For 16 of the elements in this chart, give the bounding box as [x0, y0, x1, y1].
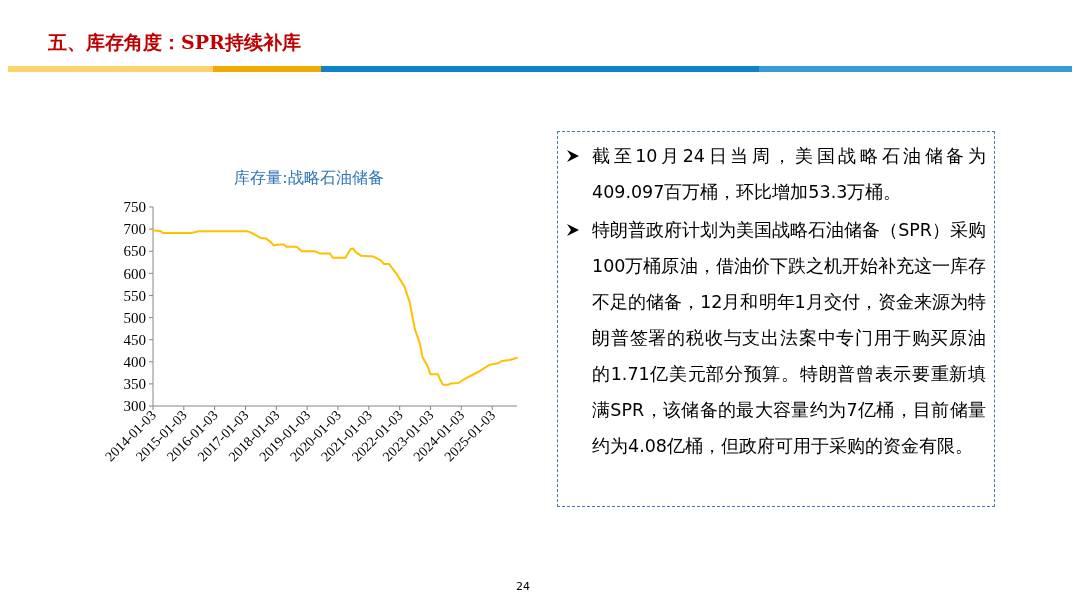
- y-tick-label: 400: [123, 354, 146, 371]
- y-tick-label: 450: [123, 331, 146, 348]
- y-tick-label: 500: [123, 309, 146, 326]
- y-tick-label: 650: [123, 243, 146, 260]
- chart-title: 库存量:战略石油储备: [234, 168, 384, 187]
- y-tick-label: 300: [123, 398, 146, 415]
- y-tick-label: 350: [123, 376, 146, 393]
- y-tick-label: 600: [123, 265, 146, 282]
- text: 截至10月24日当周，美国战略石油储备为409.097百万桶，环比增加53.3万桶。: [592, 145, 986, 204]
- y-tick-label: 550: [123, 287, 146, 304]
- text: 五、库存角度：SPR持续补库: [47, 31, 301, 53]
- line-series: [152, 229, 518, 386]
- y-tick-label: 750: [123, 199, 146, 216]
- y-tick-label: 700: [123, 221, 146, 238]
- text: 特朗普政府计划为美国战略石油储备（SPR）采购100万桶原油，借油价下跌之机开始补充这一库存不足的储备，12月和明年1月交付，资金来源为特朗普签署的税收与支出法案中专门用于购买原油的1.71亿美元部分预算。特朗普曾表示要重新填满SPR，该储备的最大容量约为7亿桶，目前储量约为4.08亿桶，但政府可用于采购的资金有限。: [592, 219, 986, 458]
- text: 24: [516, 580, 530, 593]
